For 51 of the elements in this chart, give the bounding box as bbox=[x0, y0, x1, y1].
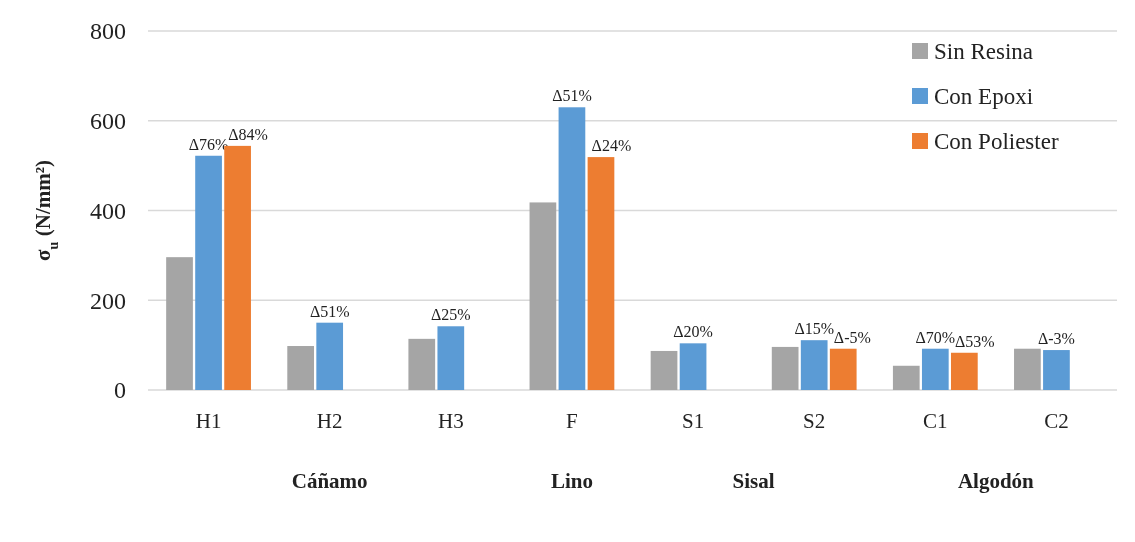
y-tick-label: 0 bbox=[114, 377, 126, 404]
x-tick-label: C2 bbox=[1044, 409, 1069, 433]
x-tick-label: H1 bbox=[195, 409, 222, 433]
bar bbox=[829, 348, 857, 390]
data-label: Δ15% bbox=[794, 320, 834, 338]
x-tick-label: C1 bbox=[923, 409, 948, 433]
bar bbox=[287, 346, 315, 390]
bar bbox=[921, 348, 949, 390]
bar bbox=[679, 343, 707, 390]
bar bbox=[650, 350, 678, 390]
data-label: Δ-5% bbox=[833, 328, 871, 346]
bar bbox=[529, 202, 557, 390]
x-tick-label: H2 bbox=[316, 409, 343, 433]
data-label: Δ76% bbox=[188, 135, 229, 153]
legend-label: Con Epoxi bbox=[934, 84, 1034, 110]
data-label: Δ20% bbox=[673, 323, 713, 341]
bar bbox=[892, 365, 920, 390]
bar bbox=[587, 157, 615, 390]
data-label: Δ51% bbox=[552, 87, 592, 105]
x-tick-label: S1 bbox=[681, 409, 705, 433]
text: Cáñamo bbox=[291, 469, 368, 493]
bar bbox=[195, 155, 222, 390]
bar bbox=[316, 322, 344, 390]
bar bbox=[558, 107, 586, 390]
legend-label: Con Poliester bbox=[934, 129, 1059, 155]
y-tick-label: 600 bbox=[90, 108, 126, 135]
bar bbox=[408, 338, 436, 390]
data-label: Δ24% bbox=[591, 137, 632, 155]
data-label: Δ70% bbox=[915, 328, 956, 346]
bar bbox=[950, 352, 978, 390]
bar bbox=[437, 326, 465, 390]
data-label: Δ25% bbox=[431, 306, 471, 324]
legend-label: Sin Resina bbox=[934, 39, 1034, 65]
y-tick-label: 400 bbox=[90, 197, 126, 224]
bar bbox=[1014, 348, 1041, 390]
x-tick-label: S2 bbox=[803, 409, 826, 433]
y-tick-label: 200 bbox=[90, 287, 126, 314]
bar bbox=[1043, 350, 1070, 390]
text: Algodón bbox=[957, 469, 1035, 493]
text: Sisal bbox=[732, 469, 775, 493]
x-tick-label: H3 bbox=[437, 409, 464, 433]
x-tick-label: F bbox=[566, 409, 578, 433]
y-tick-label: 800 bbox=[90, 18, 126, 45]
bar bbox=[800, 340, 828, 390]
bar bbox=[771, 346, 799, 390]
text: Lino bbox=[550, 469, 593, 493]
bar bbox=[166, 257, 193, 390]
data-label: Δ-3% bbox=[1037, 330, 1075, 348]
data-label: Δ84% bbox=[228, 125, 268, 143]
data-label: Δ51% bbox=[309, 302, 350, 320]
data-label: Δ53% bbox=[954, 332, 995, 350]
